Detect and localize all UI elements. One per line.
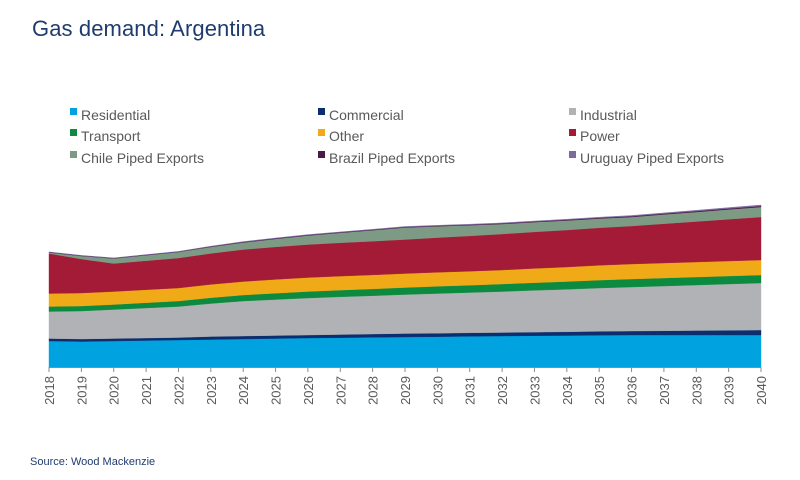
x-tick-label: 2025 [269,376,284,405]
legend-swatch-power [569,129,576,136]
x-tick-label: 2036 [625,376,640,405]
chart-legend: Residential Commercial Industrial Transp… [70,107,790,169]
x-tick-label: 2021 [139,376,154,405]
x-tick-label: 2027 [333,376,348,405]
x-tick-label: 2024 [236,376,251,405]
x-tick-label: 2033 [527,376,542,405]
legend-swatch-commercial [318,108,325,115]
legend-label-power: Power [580,128,620,144]
x-tick-label: 2032 [495,376,510,405]
x-tick-label: 2022 [171,376,186,405]
x-axis-tick-labels: 2018 2019 2020 2021 2022 2023 2024 2025 2026 2027… [42,376,769,405]
area-layers [48,204,762,368]
chart-title: Gas demand: Argentina [32,16,266,41]
x-tick-label: 2026 [301,376,316,405]
legend-swatch-residential [70,108,77,115]
x-tick-label: 2020 [107,376,122,405]
legend-label-other: Other [329,128,365,144]
x-tick-label: 2034 [560,376,575,405]
x-tick-label: 2040 [754,376,769,405]
x-tick-label: 2037 [657,376,672,405]
legend-swatch-uruguay-piped-exports [569,151,576,158]
source-note: Source: Wood Mackenzie [30,456,156,468]
x-tick-label: 2028 [366,376,381,405]
legend-label-chile-piped-exports: Chile Piped Exports [81,150,204,166]
legend-label-brazil-piped-exports: Brazil Piped Exports [329,150,456,166]
x-tick-label: 2035 [592,376,607,405]
legend-label-residential: Residential [81,107,151,123]
legend-swatch-transport [70,129,77,136]
legend-label-commercial: Commercial [329,107,404,123]
legend-swatch-industrial [569,108,576,115]
x-axis [48,367,762,372]
legend-label-transport: Transport [81,128,141,144]
legend-swatch-other [318,129,325,136]
x-tick-label: 2038 [689,376,704,405]
area-uruguay-piped-exports [48,204,762,259]
legend-label-uruguay-piped-exports: Uruguay Piped Exports [580,150,724,166]
x-tick-label: 2031 [463,376,478,405]
x-tick-label: 2019 [74,376,89,405]
legend-swatch-brazil-piped-exports [318,151,325,158]
x-tick-label: 2018 [42,376,57,405]
legend-label-industrial: Industrial [580,107,637,123]
x-tick-label: 2023 [204,376,219,405]
x-tick-label: 2039 [722,376,737,405]
legend-swatch-chile-piped-exports [70,151,77,158]
x-tick-label: 2029 [398,376,413,405]
x-tick-label: 2030 [430,376,445,405]
